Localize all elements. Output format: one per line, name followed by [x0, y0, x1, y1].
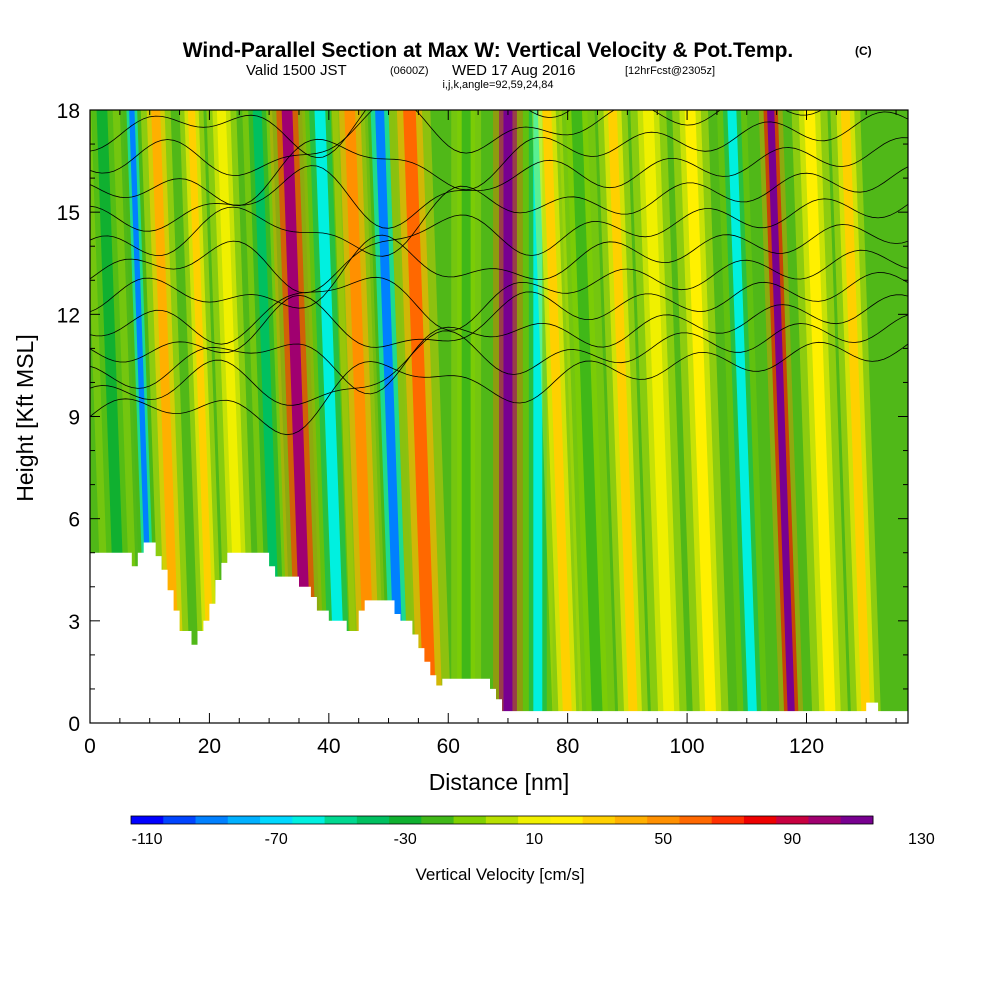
colorbar-swatch [163, 816, 197, 824]
colorbar-swatch [582, 816, 616, 824]
colorbar-label: 130 [908, 831, 935, 848]
chart-subtitle: Valid 1500 JST (0600Z) WED 17 Aug 2016 [… [246, 62, 715, 79]
theta-contour [90, 224, 908, 313]
colorbar-swatch [614, 816, 648, 824]
y-axis: 0 3 6 9 12 15 18 [57, 100, 908, 736]
theta-contour [90, 110, 823, 176]
colorbar-label: -70 [265, 831, 288, 848]
y-tick-label: 0 [68, 713, 80, 736]
chart-title-mark: (C) [855, 44, 872, 58]
w-column [840, 110, 871, 723]
y-tick-label: 12 [57, 304, 80, 327]
theta-contour [90, 111, 908, 207]
y-tick-label: 3 [68, 611, 80, 634]
w-column [503, 110, 513, 723]
colorbar-swatch [743, 816, 777, 824]
theta-contour [90, 166, 908, 257]
w-column [461, 110, 471, 723]
colorbar-swatch [453, 816, 487, 824]
colorbar-label: -110 [132, 831, 163, 848]
w-column [533, 110, 543, 723]
x-tick-label: 120 [789, 735, 824, 758]
colorbar-swatch [711, 816, 745, 824]
w-column [344, 110, 377, 723]
y-axis-title: Height [Kft MSL] [12, 334, 38, 501]
x-tick-label: 0 [84, 735, 96, 758]
w-column [403, 110, 437, 723]
w-column [571, 110, 603, 723]
subtitle-utc: (0600Z) [390, 65, 429, 77]
potential-temperature-contours [90, 110, 908, 436]
x-tick-label: 20 [198, 735, 221, 758]
theta-contour [90, 249, 908, 345]
y-tick-label: 18 [57, 100, 80, 123]
colorbar [130, 815, 874, 825]
colorbar-swatch [260, 816, 293, 824]
theta-contour [90, 272, 908, 363]
colorbar-swatch [840, 816, 874, 824]
w-column [542, 110, 573, 723]
w-column [684, 110, 717, 723]
chart-subtitle2: i,j,k,angle=92,59,24,84 [442, 79, 553, 91]
x-axis: 0 20 40 60 80 100 120 [84, 110, 897, 758]
colorbar-label: 50 [654, 831, 672, 848]
colorbar-swatch [421, 816, 455, 824]
w-column [607, 110, 638, 723]
theta-contour [90, 341, 908, 436]
colorbar-swatch [356, 816, 390, 824]
w-column [187, 110, 216, 723]
subtitle-main: Valid 1500 JST [246, 62, 347, 79]
w-column [767, 110, 796, 723]
colorbar-frame [130, 815, 874, 825]
theta-contour [90, 314, 908, 406]
theta-contour [90, 137, 908, 232]
w-column [151, 110, 182, 723]
x-axis-title: Distance [nm] [429, 769, 570, 795]
terrain-mask [90, 542, 908, 723]
theta-contour [90, 198, 908, 294]
chart-title: Wind-Parallel Section at Max W: Vertical… [183, 39, 794, 62]
colorbar-swatch [195, 816, 229, 824]
w-column [375, 110, 405, 723]
colorbar-swatch [647, 816, 680, 824]
x-tick-label: 100 [670, 735, 705, 758]
y-tick-label: 9 [68, 407, 80, 430]
w-column [314, 110, 347, 723]
colorbar-swatch [227, 816, 261, 824]
colorbar-swatch [550, 816, 584, 824]
colorbar-labels: -110 -70 -30 10 50 90 130 [132, 831, 935, 848]
colorbar-label: 90 [783, 831, 801, 848]
colorbar-title: Vertical Velocity [cm/s] [415, 865, 584, 884]
y-tick-label: 6 [68, 509, 80, 532]
colorbar-label: -30 [394, 831, 417, 848]
colorbar-swatch [324, 816, 358, 824]
colorbar-swatch [776, 816, 809, 824]
y-tick-label: 15 [57, 202, 80, 225]
theta-contour [90, 294, 908, 395]
w-column [727, 110, 758, 723]
colorbar-swatch [389, 816, 422, 824]
colorbar-label: 10 [525, 831, 543, 848]
colorbar-swatch [485, 816, 519, 824]
x-tick-label: 80 [556, 735, 579, 758]
colorbar-swatch [292, 816, 326, 824]
colorbar-swatch [518, 816, 551, 824]
w-column [804, 110, 836, 723]
colorbar-swatch [131, 816, 164, 824]
plot-area [90, 110, 908, 723]
w-column [281, 110, 314, 723]
theta-contour [90, 110, 571, 159]
subtitle-fcst: [12hrFcst@2305z] [625, 65, 715, 77]
subtitle-date: WED 17 Aug 2016 [452, 62, 575, 79]
w-column [642, 110, 675, 723]
x-tick-label: 40 [317, 735, 340, 758]
colorbar-swatch [679, 816, 713, 824]
colorbar-swatch [808, 816, 842, 824]
x-tick-label: 60 [437, 735, 460, 758]
